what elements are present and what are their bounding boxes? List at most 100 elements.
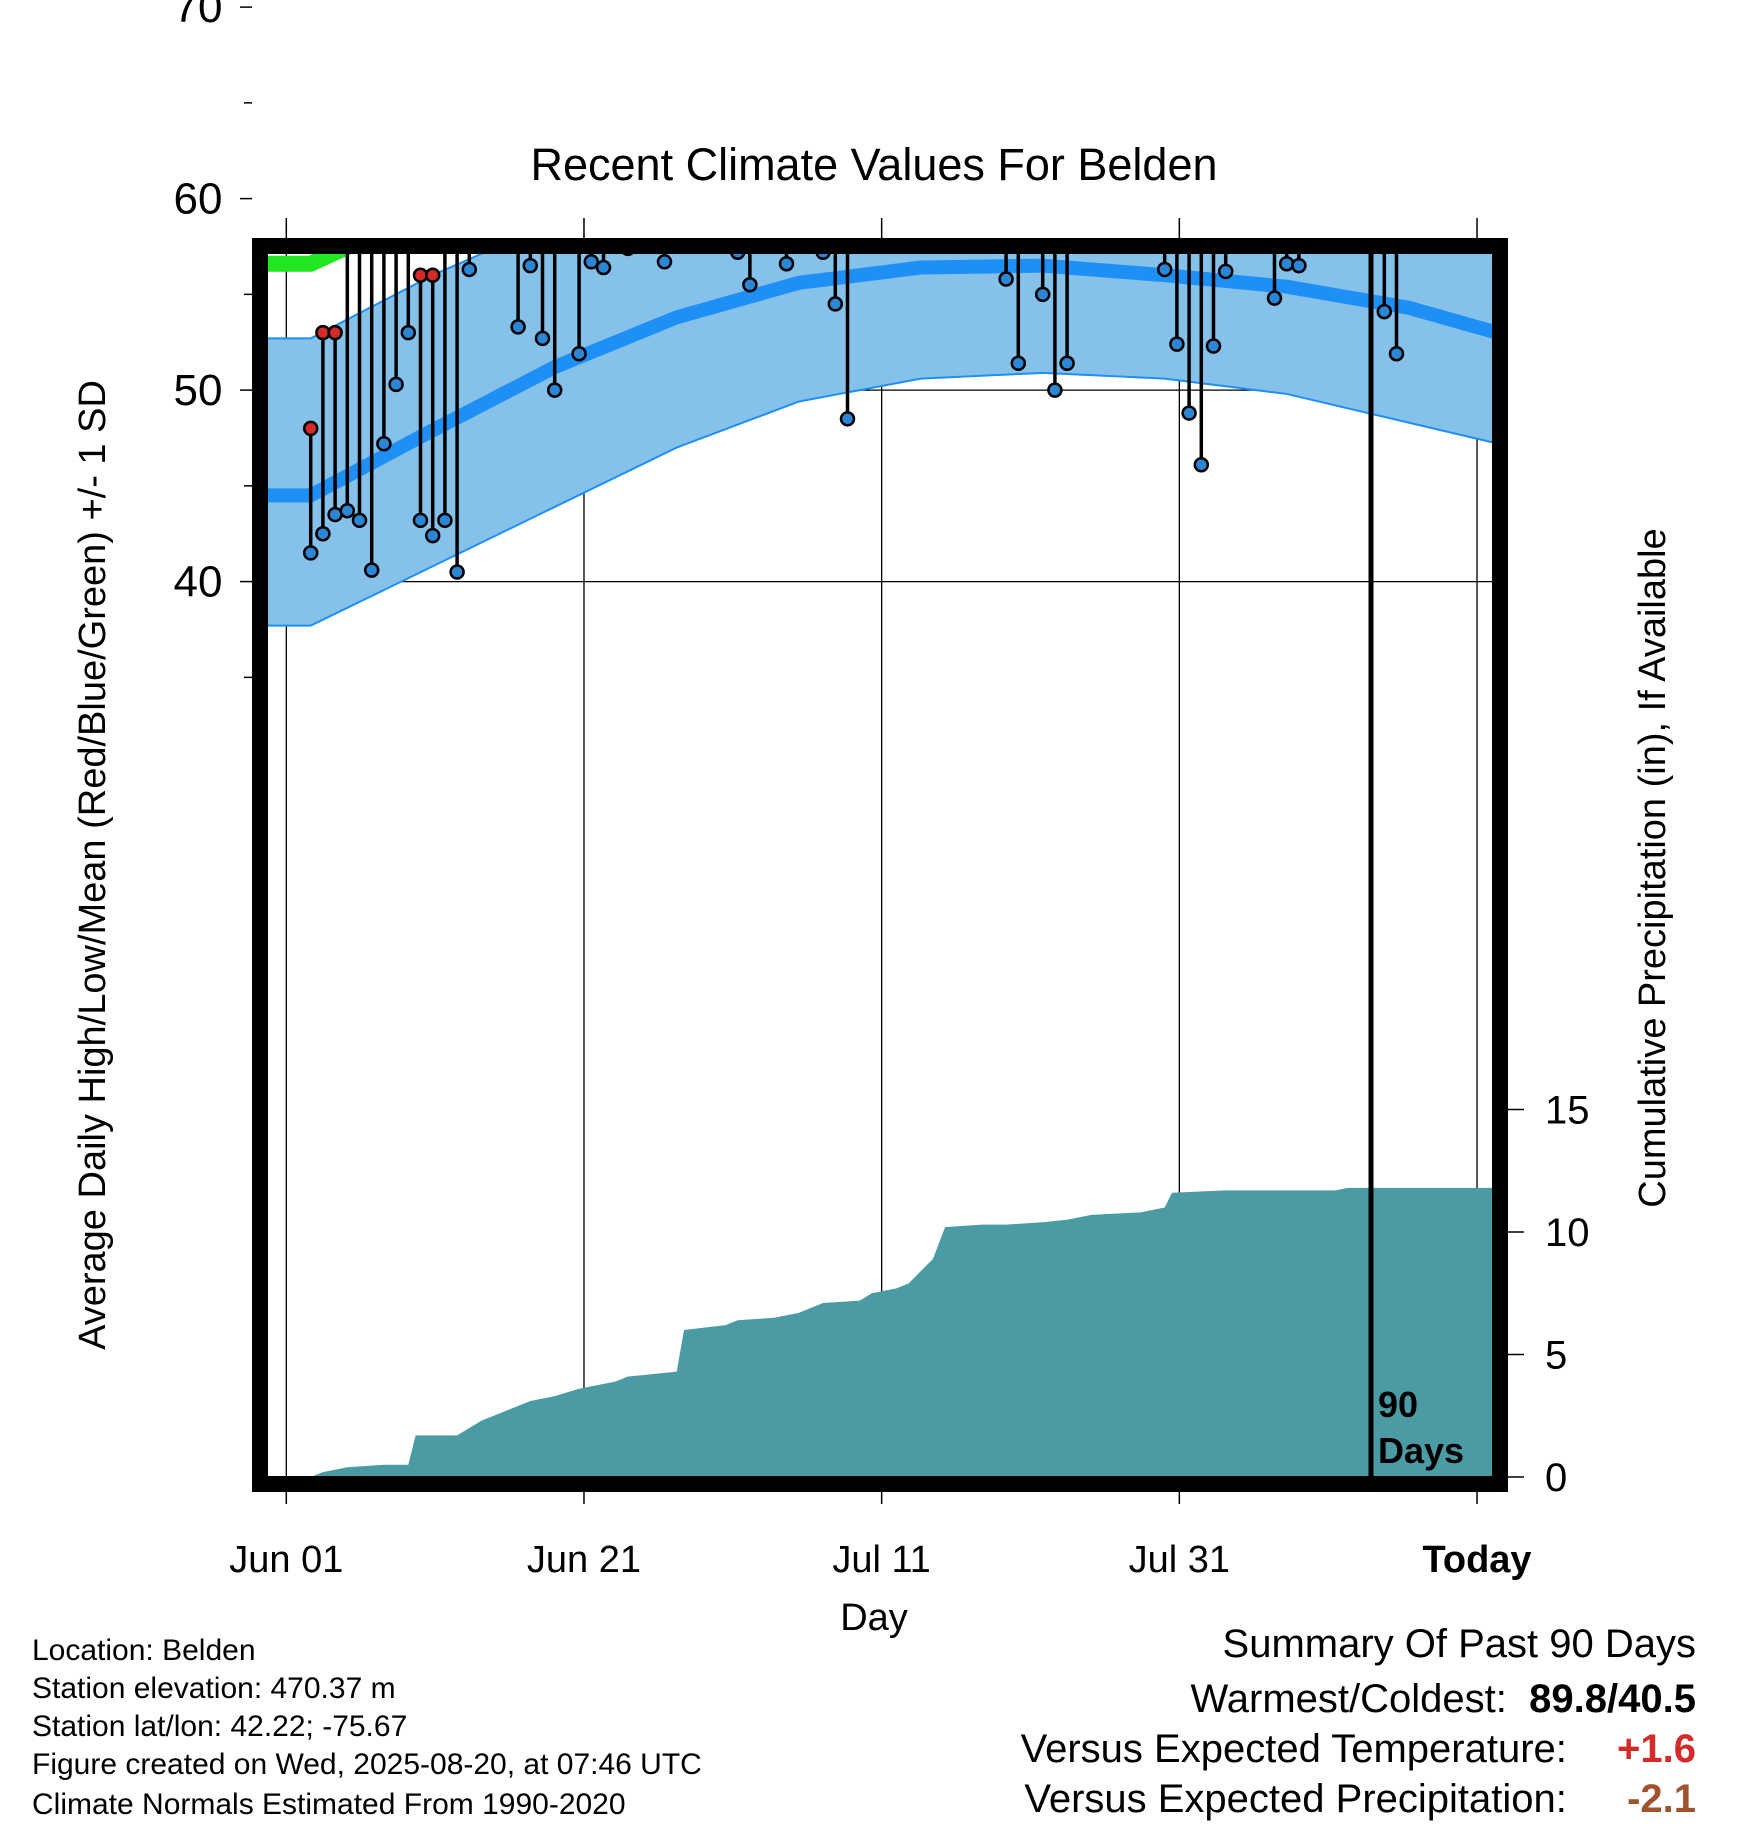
daily-low-point (400, 324, 417, 341)
daily-low-point (695, 3, 708, 16)
daily-high-point (327, 324, 343, 341)
low-normal-band (268, 254, 1492, 627)
daily-low-point (1366, 188, 1379, 201)
daily-high-point (377, 144, 390, 157)
daily-low-point (1047, 382, 1063, 398)
normal-low-line (268, 258, 1492, 503)
daily-low-point (827, 296, 844, 312)
temp-label: Versus Expected Temperature: (1020, 1727, 1567, 1771)
daily-low-point (730, 254, 746, 260)
daily-low-point (1034, 286, 1051, 303)
daily-high-point (487, 20, 500, 33)
precip-row: Versus Expected Precipitation: -2.1 (1024, 1777, 1696, 1822)
daily-high-point (341, 211, 354, 224)
daily-low-point (475, 158, 488, 171)
daily-low-point (1244, 227, 1257, 240)
elevation-text: Station elevation: 470.37 m (32, 1672, 396, 1705)
daily-low-point (865, 81, 878, 94)
daily-low-point (634, 100, 647, 113)
daily-low-point (656, 254, 673, 270)
x-axis-label: Day (840, 1597, 908, 1639)
y2-axis-label: Cumulative Precipitation (in), If Availa… (1632, 528, 1674, 1207)
y2-tick-label: 10 (1545, 1211, 1590, 1255)
location-text: Location: Belden (32, 1634, 256, 1667)
daily-low-point (1317, 64, 1330, 77)
daily-low-point (412, 512, 429, 529)
daily-low-point (622, 254, 634, 257)
normal-high-line (262, 0, 1543, 26)
daily-high-point (438, 77, 451, 90)
daily-range-stems (308, 254, 1399, 573)
window-label-days: Days (1378, 1430, 1464, 1471)
daily-high-point (621, 58, 634, 71)
daily-low-point (1205, 338, 1222, 354)
daily-low-point (1181, 405, 1197, 421)
daily-low-point (1231, 169, 1244, 182)
warm-cold-label: Warmest/Coldest: (1190, 1677, 1507, 1721)
daily-low-point (1085, 64, 1098, 77)
x-tick-label: Jul 11 (832, 1539, 931, 1581)
window-label-number: 90 (1378, 1384, 1418, 1425)
cumulative-precip-area (313, 1187, 1492, 1476)
daily-low-point (1305, 200, 1318, 213)
daily-low-point (1146, 102, 1159, 115)
y-tick-label: 70 (174, 0, 223, 32)
daily-low-point (583, 254, 600, 270)
daily-low-point (1169, 336, 1185, 352)
latlon-text: Station lat/lon: 42.22; -75.67 (32, 1710, 408, 1743)
daily-low-point (1010, 355, 1027, 372)
x-tick-label: Jul 31 (1129, 1539, 1230, 1581)
daily-low-point (424, 527, 441, 544)
daily-low-point (914, 123, 927, 136)
daily-low-point (1278, 255, 1295, 272)
plot-area (262, 0, 1543, 1476)
y-tick-label: 50 (174, 366, 223, 415)
daily-low-point (719, 8, 732, 21)
daily-low-point (646, 198, 659, 211)
daily-high-point (365, 20, 378, 33)
daily-low-point (351, 512, 368, 529)
x-tick-label: Today (1422, 1539, 1531, 1581)
y2-tick-label: 5 (1545, 1334, 1567, 1378)
daily-low-point (951, 100, 964, 113)
daily-low-point (987, 73, 1000, 86)
daily-low-point (510, 319, 526, 335)
y-tick-label: 40 (174, 558, 223, 607)
daily-low-point (1109, 47, 1122, 60)
daily-low-point (1376, 303, 1393, 320)
daily-low-point (461, 261, 478, 278)
created-text: Figure created on Wed, 2025-08-20, at 07… (32, 1748, 702, 1781)
daily-high-point (524, 20, 537, 33)
daily-low-point (1097, 89, 1110, 102)
warm-cold-row: Warmest/Coldest: 89.8/40.5 (1191, 1677, 1697, 1722)
summary-heading: Summary Of Past 90 Days (1222, 1622, 1696, 1666)
y-tick-label: 60 (174, 175, 223, 224)
daily-low-point (742, 277, 758, 293)
daily-low-point (363, 562, 380, 578)
daily-low-point (1122, 71, 1135, 84)
daily-low-point (1341, 200, 1354, 213)
daily-low-point (839, 411, 856, 427)
daily-low-point (1217, 263, 1234, 280)
daily-low-point (571, 345, 587, 362)
precip-area (313, 1187, 1492, 1476)
daily-low-point (926, 33, 939, 46)
daily-low-point (815, 254, 831, 260)
daily-low-point (534, 330, 551, 347)
daily-low-point (388, 376, 404, 393)
daily-low-point (682, 98, 695, 111)
daily-low-point (546, 382, 563, 398)
daily-low-point (595, 259, 612, 276)
temp-row: Versus Expected Temperature: +1.6 (1021, 1727, 1696, 1772)
plot-frame (252, 238, 1508, 1492)
daily-high-point (597, 58, 610, 71)
daily-low-point (756, 217, 769, 230)
x-tick-label: Jun 01 (229, 1539, 343, 1581)
daily-low-point (499, 213, 512, 226)
daily-low-point (792, 94, 805, 107)
y2-tick-label: 0 (1545, 1456, 1567, 1500)
daily-low-point (902, 190, 915, 203)
chart-title: Recent Climate Values For Belden (531, 139, 1218, 190)
daily-low-point (302, 545, 319, 561)
